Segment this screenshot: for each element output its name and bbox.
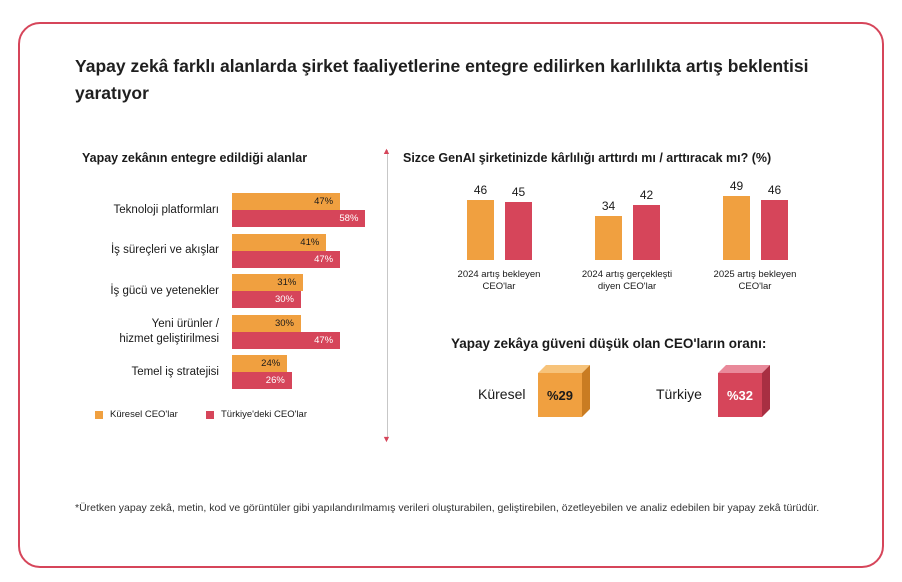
- category-label: Yeni ürünler / hizmet geliştirilmesi: [119, 317, 219, 347]
- category-label-line: İş süreçleri ve akışlar: [110, 244, 219, 256]
- left-chart-title: Yapay zekânın entegre edildiği alanlar: [82, 151, 308, 165]
- bar-turkey: 47%: [232, 331, 341, 349]
- bar-turkey: 30%: [232, 291, 301, 308]
- bar-global: 30%: [232, 314, 301, 332]
- category-label-line: hizmet geliştirilmesi: [119, 332, 219, 345]
- bar-turkey: 58%: [232, 210, 366, 227]
- trust-global-box: %29: [538, 365, 590, 417]
- vbar-global: [723, 196, 750, 260]
- vbar-group-label-line: CEO'lar: [738, 281, 772, 292]
- category-label-line: İş gücü ve yetenekler: [110, 284, 219, 297]
- vbar-value-label: 45: [511, 184, 526, 199]
- category-label: İş süreçleri ve akışlar: [111, 243, 219, 258]
- vbar-group-label: 2024 artış bekleyen CEO'lar: [439, 269, 559, 293]
- vbar-turkey: [505, 201, 532, 260]
- trust-turkey-box: %32: [718, 365, 770, 417]
- vbar-turkey: [633, 205, 660, 260]
- trust-turkey-value: %32: [727, 388, 753, 403]
- category-label: İş gücü ve yetenekler: [110, 284, 219, 299]
- trust-global-label: Küresel: [478, 386, 526, 402]
- bar-turkey: 26%: [232, 372, 292, 389]
- vbar-turkey: [761, 200, 788, 260]
- legend-label-global: Küresel CEO'lar: [110, 409, 178, 420]
- legend-swatch-turkey: [206, 410, 214, 419]
- vbar-value-label: 49: [729, 179, 744, 194]
- legend-item-global: Küresel CEO'lar: [95, 409, 178, 420]
- category-label-line: Yeni ürünler /: [151, 317, 219, 330]
- vbar-value-label: 42: [639, 188, 654, 203]
- bar-global: 41%: [232, 233, 327, 251]
- legend-item-turkey: Türkiye'deki CEO'lar: [206, 409, 307, 420]
- vbar-group-label-line: 2025 artış bekleyen: [713, 269, 797, 280]
- divider-arrow-down-icon: ▼: [382, 434, 391, 444]
- divider-arrow-up-icon: ▲: [382, 146, 391, 156]
- vbar-group-label-line: CEO'lar: [482, 281, 516, 292]
- bar-global: 31%: [232, 274, 304, 291]
- vbar-group-label: 2024 artış gerçekleşti diyen CEO'lar: [567, 269, 687, 293]
- section-divider: [387, 150, 388, 440]
- vbar-value-label: 46: [767, 183, 782, 198]
- vbar-global: [467, 200, 494, 260]
- bar-global: 47%: [232, 193, 341, 210]
- bar-turkey: 47%: [232, 250, 341, 268]
- bar-global: 24%: [232, 355, 288, 372]
- vbar-value-label: 34: [601, 198, 616, 213]
- trust-title: Yapay zekâya güveni düşük olan CEO'ların…: [451, 336, 767, 351]
- right-chart-title: Sizce GenAI şirketinizde kârlılığı arttı…: [403, 151, 772, 165]
- vbar-group-label-line: 2024 artış bekleyen: [457, 269, 541, 280]
- category-label-line: Teknoloji platformları: [113, 203, 219, 216]
- footnote: *Üretken yapay zekâ, metin, kod ve görün…: [75, 502, 820, 514]
- vbar-group-label-line: diyen CEO'lar: [597, 281, 657, 292]
- content-card: [18, 22, 884, 568]
- vbar-group-label-line: 2024 artış gerçekleşti: [581, 269, 673, 280]
- trust-turkey-label: Türkiye: [656, 386, 702, 402]
- category-label: Temel iş stratejisi: [131, 365, 219, 380]
- legend-swatch-global: [95, 410, 103, 419]
- trust-global-value: %29: [547, 388, 573, 403]
- vbar-value-label: 46: [473, 183, 488, 198]
- vbar-group-label: 2025 artış bekleyen CEO'lar: [695, 269, 815, 293]
- vbar-global: [595, 215, 622, 260]
- category-label-line: Temel iş stratejisi: [131, 365, 219, 378]
- category-label: Teknoloji platformları: [114, 203, 219, 218]
- page-title: Yapay zekâ farklı alanlarda şirket faali…: [75, 56, 809, 103]
- legend-label-turkey: Türkiye'deki CEO'lar: [221, 409, 307, 420]
